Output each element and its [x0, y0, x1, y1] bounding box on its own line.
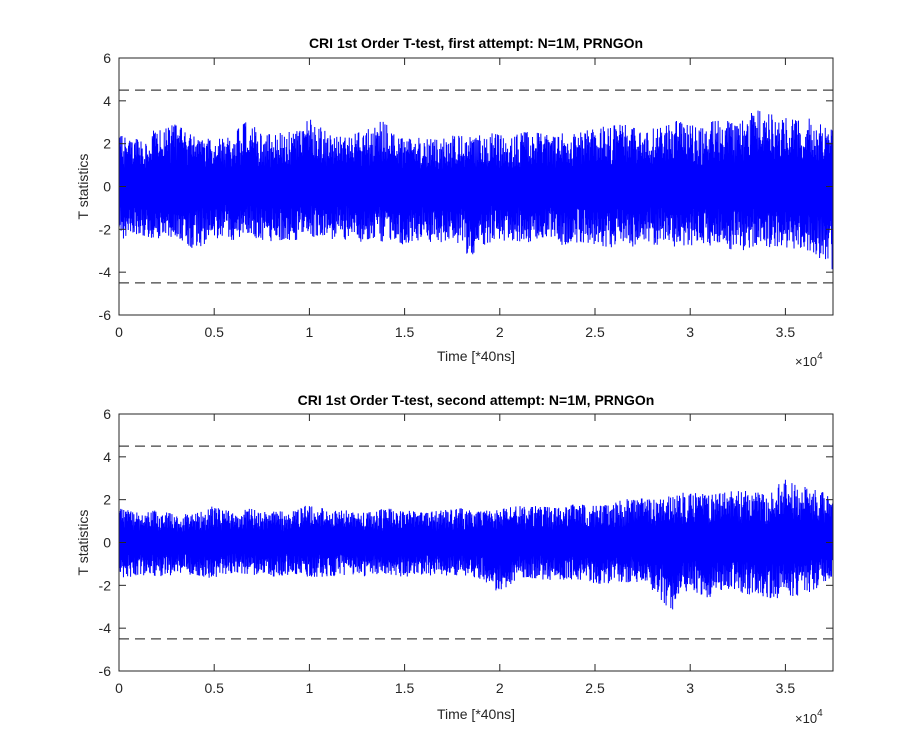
subplot-2-title: CRI 1st Order T-test, second attempt: N=… — [298, 392, 655, 408]
subplot-1-x-tick-label: 3 — [686, 324, 694, 340]
subplot-1: CRI 1st Order T-test, first attempt: N=1… — [75, 35, 834, 369]
subplot-1-y-tick-label: -2 — [99, 221, 112, 237]
subplot-1-trace — [118, 110, 834, 270]
subplot-1-x-exponent-power: 4 — [817, 351, 823, 362]
subplot-2-x-label: Time [*40ns] — [437, 706, 515, 722]
subplot-2-y-tick-label: -4 — [99, 620, 112, 636]
subplot-2-x-ticks: 0 0.5 1 1.5 2 2.5 3 3.5 — [115, 414, 795, 696]
subplot-1-x-label: Time [*40ns] — [437, 348, 515, 364]
subplot-2-trace — [118, 479, 834, 610]
subplot-1-thresholds — [119, 89, 833, 284]
subplot-2: CRI 1st Order T-test, second attempt: N=… — [75, 392, 834, 726]
subplot-2-y-tick-label: -6 — [99, 663, 112, 679]
subplot-2-x-tick-label: 3 — [686, 680, 694, 696]
subplot-1-x-tick-label: 0.5 — [204, 324, 224, 340]
subplot-1-x-tick-label: 0 — [115, 324, 123, 340]
subplot-1-y-tick-label: 2 — [103, 136, 111, 152]
subplot-1-y-tick-label: 4 — [103, 93, 111, 109]
subplot-1-t-statistic-trace — [118, 110, 834, 270]
subplot-1-title: CRI 1st Order T-test, first attempt: N=1… — [309, 35, 643, 51]
subplot-2-x-tick-label: 1.5 — [395, 680, 415, 696]
subplot-1-y-ticks: -6 -4 -2 0 2 4 6 — [99, 50, 833, 323]
subplot-2-x-tick-label: 2 — [496, 680, 504, 696]
subplot-2-y-tick-label: 6 — [103, 406, 111, 422]
subplot-1-x-tick-label: 2 — [496, 324, 504, 340]
subplot-2-x-tick-label: 1 — [306, 680, 314, 696]
subplot-2-x-tick-label: 0 — [115, 680, 123, 696]
subplot-1-x-tick-label: 1.5 — [395, 324, 415, 340]
subplot-1-y-tick-label: 6 — [103, 50, 111, 66]
subplot-2-y-ticks: -6 -4 -2 0 2 4 6 — [99, 406, 833, 679]
subplot-2-y-tick-label: 2 — [103, 492, 111, 508]
subplot-1-x-tick-label: 1 — [306, 324, 314, 340]
subplot-2-y-tick-label: -2 — [99, 577, 112, 593]
subplot-1-x-tick-label: 2.5 — [585, 324, 605, 340]
subplot-1-x-ticks: 0 0.5 1 1.5 2 2.5 3 3.5 — [115, 58, 795, 340]
subplot-1-x-exponent: ×104 — [795, 351, 823, 369]
subplot-1-x-exponent-base: ×10 — [795, 354, 817, 369]
subplot-2-x-exponent-power: 4 — [817, 708, 823, 719]
subplot-1-y-tick-label: -6 — [99, 307, 112, 323]
subplot-2-thresholds — [119, 445, 833, 640]
subplot-1-y-tick-label: -4 — [99, 264, 112, 280]
subplot-2-x-tick-label: 2.5 — [585, 680, 605, 696]
subplot-1-y-tick-label: 0 — [103, 179, 111, 195]
subplot-2-y-tick-label: 4 — [103, 449, 111, 465]
subplot-2-y-label: T statistics — [75, 510, 91, 576]
subplot-2-x-tick-label: 0.5 — [204, 680, 224, 696]
subplot-2-x-exponent: ×104 — [795, 708, 823, 726]
subplot-1-x-tick-label: 3.5 — [776, 324, 796, 340]
subplot-2-y-tick-label: 0 — [103, 535, 111, 551]
subplot-1-y-label: T statistics — [75, 154, 91, 220]
subplot-2-x-exponent-base: ×10 — [795, 711, 817, 726]
subplot-2-x-tick-label: 3.5 — [776, 680, 796, 696]
subplot-2-t-statistic-trace — [118, 479, 834, 610]
